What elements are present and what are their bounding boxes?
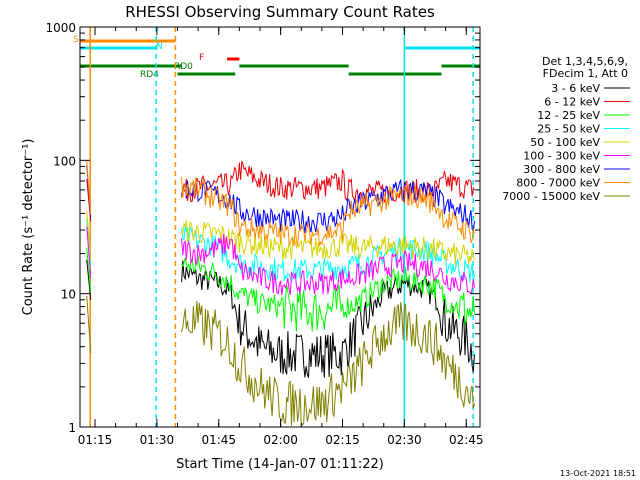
series-line-800-7000-kev <box>181 176 475 247</box>
flag-label-rd4: RD4 <box>140 70 159 80</box>
vlines-layer <box>89 27 474 427</box>
y-axis: 1 10 100 1000 <box>45 21 480 435</box>
series-line-7000-15000-kev <box>181 300 475 426</box>
series-line-100-300-kev <box>181 233 475 296</box>
x-axis: 01:15 01:30 01:45 02:00 02:15 02:30 02:45 <box>78 27 484 447</box>
legend-label-3-6-kev: 3 - 6 keV <box>551 82 600 95</box>
y-tick-label: 1000 <box>45 21 76 35</box>
series-segment-12-25-kev <box>86 247 92 293</box>
flag-label-f: F <box>199 53 204 63</box>
y-tick-label: 1 <box>68 421 76 435</box>
x-tick-label: 02:30 <box>387 433 422 447</box>
flag-label-n: N <box>156 42 163 52</box>
flag-label-s: S <box>73 35 79 45</box>
series-line-50-100-kev <box>181 219 475 266</box>
series-segment-100-300-kev <box>86 226 92 278</box>
legend-label-300-800-kev: 300 - 800 keV <box>523 163 600 176</box>
y-tick-label: 100 <box>53 154 76 168</box>
x-tick-label: 01:30 <box>140 433 175 447</box>
series-line-12-25-kev <box>181 255 475 332</box>
legend-label-100-300-kev: 100 - 300 keV <box>523 150 600 163</box>
x-tick-label: 02:00 <box>263 433 298 447</box>
x-axis-title: Start Time (14-Jan-07 01:11:22) <box>176 457 384 472</box>
series-layer <box>86 159 475 426</box>
legend: Det 1,3,4,5,6,9,FDecim 1, Att 0 3 - 6 keV… <box>502 55 630 203</box>
flags-layer: S N F RD0 RD4 <box>73 35 480 80</box>
legend-header-line: Det 1,3,4,5,6,9, <box>542 55 628 68</box>
legend-label-25-50-kev: 25 - 50 keV <box>537 123 600 136</box>
legend-label-6-12-kev: 6 - 12 keV <box>544 96 600 109</box>
flag-label-rd0: RD0 <box>174 62 193 72</box>
legend-label-12-25-kev: 12 - 25 keV <box>537 109 600 122</box>
legend-label-800-7000-kev: 800 - 7000 keV <box>516 177 600 190</box>
plot-frame <box>79 26 481 428</box>
series-segment-800-7000-kev <box>86 159 92 215</box>
legend-label-7000-15000-kev: 7000 - 15000 keV <box>502 190 600 203</box>
y-tick-label: 10 <box>61 288 76 302</box>
x-tick-label: 01:15 <box>78 433 113 447</box>
series-segment-7000-15000-kev <box>86 295 92 353</box>
series-segment-50-100-kev <box>86 210 92 260</box>
x-tick-label: 02:45 <box>449 433 484 447</box>
series-segment-25-50-kev <box>86 218 92 266</box>
series-line-25-50-kev <box>181 225 475 283</box>
legend-header-line: FDecim 1, Att 0 <box>543 67 628 80</box>
footer-date: 13-Oct-2021 18:51 <box>560 469 636 478</box>
legend-label-50-100-kev: 50 - 100 keV <box>530 136 600 149</box>
series-segment-3-6-kev <box>86 259 92 300</box>
x-tick-label: 01:45 <box>201 433 236 447</box>
chart-title: RHESSI Observing Summary Count Rates <box>125 3 435 21</box>
y-axis-title: Count Rate (s⁻¹ detector⁻¹) <box>21 139 36 316</box>
x-tick-label: 02:15 <box>325 433 360 447</box>
